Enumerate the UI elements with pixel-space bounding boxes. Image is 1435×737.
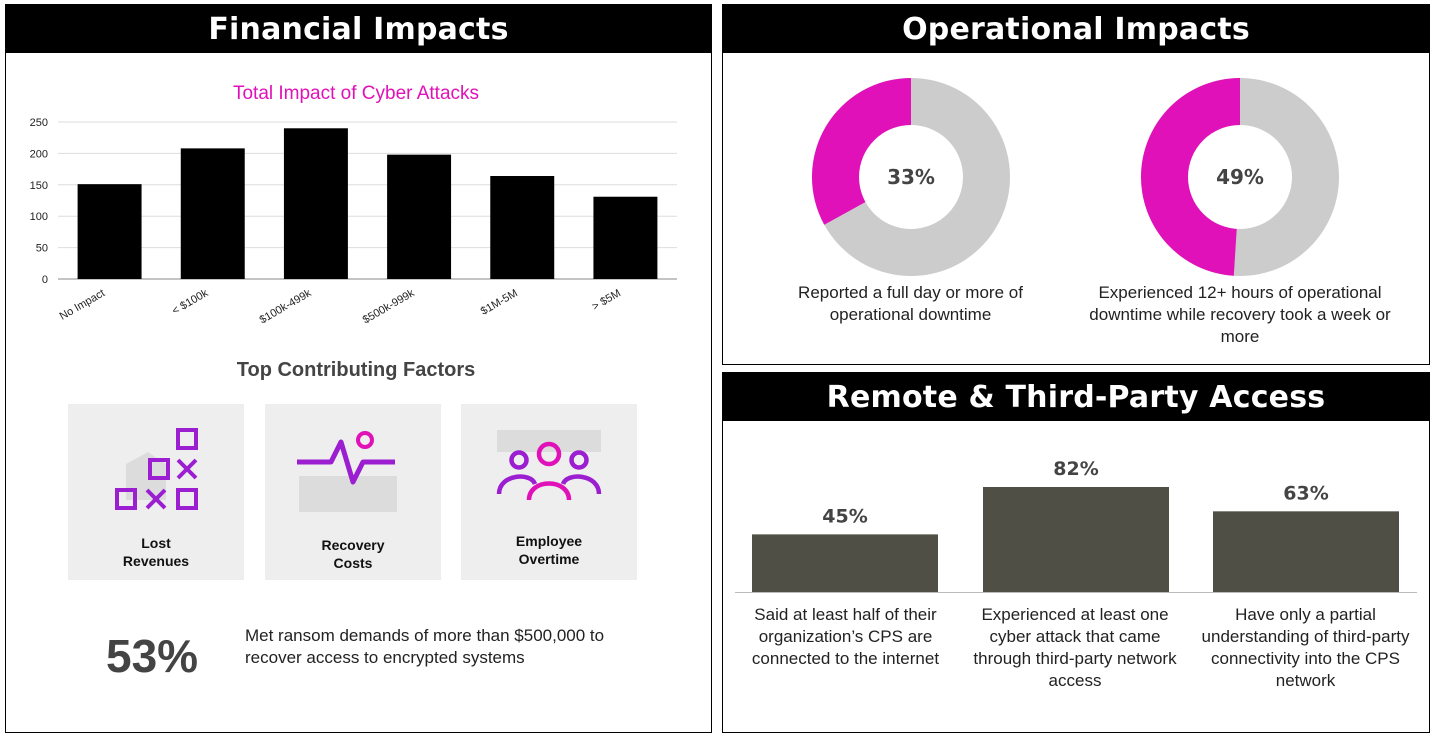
remote-bar-0-description: Said at least half of their organization… <box>751 605 940 668</box>
remote-third-party-header: Remote & Third-Party Access <box>723 373 1429 421</box>
bar <box>490 176 555 279</box>
ransom-stat-description: Met ransom demands of more than $500,000… <box>245 626 605 667</box>
y-tick-label: 250 <box>30 117 48 129</box>
recovery-costs-icon <box>297 431 397 512</box>
y-tick-label: 100 <box>30 211 48 223</box>
y-tick-label: 150 <box>30 180 48 192</box>
remote-bar-2-description: Have only a partial understanding of thi… <box>1201 605 1410 690</box>
donut-hole <box>859 125 963 229</box>
factor-card-lost-revenues: Lost Revenues <box>68 404 244 580</box>
x-tick-label: < $100k <box>170 287 211 317</box>
remote-bar-value-label: 82% <box>1053 458 1098 480</box>
remote-bar <box>752 534 938 592</box>
remote-bar <box>1213 511 1399 592</box>
ransom-stat-value: 53% <box>106 630 199 682</box>
factor-label-lost-revenues: Lost Revenues <box>122 535 190 569</box>
donut-0-description: Reported a full day or more of operation… <box>798 283 1023 324</box>
remote-bar <box>983 487 1169 592</box>
x-tick-label: $1M-5M <box>479 287 520 318</box>
donut-center-label: 49% <box>1216 165 1264 189</box>
y-tick-label: 200 <box>30 148 48 160</box>
remote-access-bar-chart: 45% 82% 63% <box>735 458 1417 593</box>
donut-center-label: 33% <box>887 165 935 189</box>
downtime-week-donut-chart: 49% <box>1141 78 1339 276</box>
donut-hole <box>1188 125 1292 229</box>
employee-overtime-icon <box>496 430 602 501</box>
x-tick-label: $500k-999k <box>361 287 417 326</box>
x-tick-label: > $5M <box>590 287 623 313</box>
factor-label-recovery-costs: Recovery Costs <box>321 537 385 571</box>
remote-bar-value-label: 45% <box>822 505 867 527</box>
factor-card-employee-overtime: Employee Overtime <box>461 404 637 580</box>
financial-impacts-header: Financial Impacts <box>6 5 711 53</box>
operational-impacts-panel: Operational Impacts 33% Reported a full … <box>722 4 1430 365</box>
donut-1-description: Experienced 12+ hours of operational dow… <box>1089 283 1391 346</box>
bar <box>593 196 658 279</box>
total-impact-bar-chart: 0 50 100 150 200 250 No Impact < $100k $100k-499… <box>30 117 677 326</box>
remote-third-party-panel: Remote & Third-Party Access 45% 82% 63% Sa… <box>722 372 1430 733</box>
x-tick-label: No Impact <box>58 287 107 322</box>
lost-revenues-icon <box>115 428 198 510</box>
bar-chart-title: Total Impact of Cyber Attacks <box>232 83 480 104</box>
bar <box>283 128 348 279</box>
financial-impacts-panel: Financial Impacts Total Impact of Cyber … <box>5 4 712 733</box>
remote-bar-value-label: 63% <box>1283 482 1328 504</box>
x-tick-label: $100k-499k <box>258 287 314 326</box>
y-tick-label: 50 <box>36 243 48 255</box>
remote-bar-1-description: Experienced at least one cyber attack th… <box>973 605 1177 690</box>
bar <box>387 154 452 279</box>
operational-impacts-header: Operational Impacts <box>723 5 1429 53</box>
bar <box>77 184 142 279</box>
bar <box>180 148 245 279</box>
factor-card-recovery-costs: Recovery Costs <box>265 404 441 580</box>
factors-title: Top Contributing Factors <box>236 359 476 381</box>
downtime-day-donut-chart: 33% <box>812 78 1010 276</box>
factor-label-employee-overtime: Employee Overtime <box>515 533 583 567</box>
y-tick-label: 0 <box>42 274 48 286</box>
